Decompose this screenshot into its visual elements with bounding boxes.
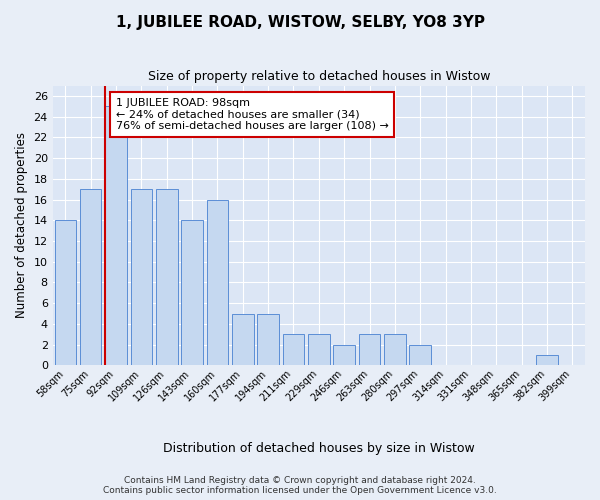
Text: Contains HM Land Registry data © Crown copyright and database right 2024.
Contai: Contains HM Land Registry data © Crown c… (103, 476, 497, 495)
Text: 1 JUBILEE ROAD: 98sqm
← 24% of detached houses are smaller (34)
76% of semi-deta: 1 JUBILEE ROAD: 98sqm ← 24% of detached … (116, 98, 389, 131)
Bar (181, 220, 203, 366)
Bar (359, 334, 380, 366)
Bar (536, 355, 558, 366)
Bar (409, 344, 431, 366)
X-axis label: Distribution of detached houses by size in Wistow: Distribution of detached houses by size … (163, 442, 475, 455)
Bar (308, 334, 329, 366)
Bar (55, 220, 76, 366)
Bar (232, 314, 254, 366)
Bar (105, 106, 127, 366)
Text: 1, JUBILEE ROAD, WISTOW, SELBY, YO8 3YP: 1, JUBILEE ROAD, WISTOW, SELBY, YO8 3YP (115, 15, 485, 30)
Bar (283, 334, 304, 366)
Title: Size of property relative to detached houses in Wistow: Size of property relative to detached ho… (148, 70, 490, 83)
Bar (131, 189, 152, 366)
Bar (80, 189, 101, 366)
Bar (206, 200, 228, 366)
Bar (257, 314, 279, 366)
Bar (384, 334, 406, 366)
Bar (156, 189, 178, 366)
Y-axis label: Number of detached properties: Number of detached properties (15, 132, 28, 318)
Bar (334, 344, 355, 366)
